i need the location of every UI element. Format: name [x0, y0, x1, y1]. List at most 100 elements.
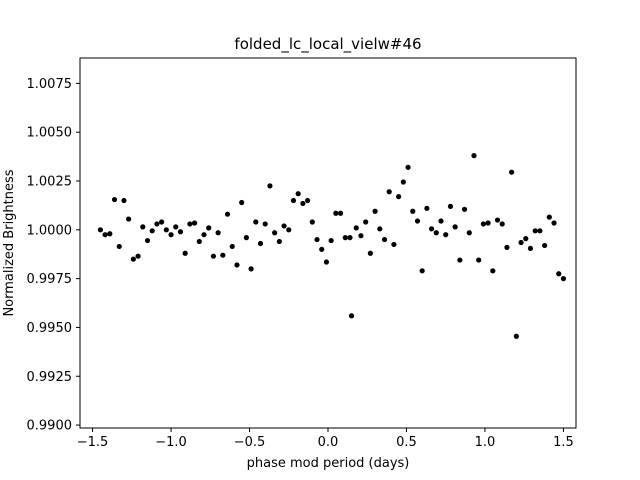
data-point — [257, 240, 264, 247]
data-point — [286, 227, 292, 233]
y-tick-label: 1.0050 — [27, 126, 73, 141]
data-point — [229, 243, 235, 250]
data-point — [546, 214, 552, 220]
data-point — [159, 219, 165, 225]
data-point — [348, 313, 355, 319]
y-tick-label: 0.9900 — [27, 419, 73, 434]
data-point — [405, 164, 411, 170]
x-tick-label: 0.0 — [318, 435, 339, 450]
data-point — [372, 208, 378, 214]
x-tick-label: −0.5 — [234, 435, 266, 450]
x-tick-label: −1.0 — [155, 435, 187, 450]
data-point — [187, 221, 193, 227]
data-point — [443, 232, 449, 238]
data-point — [300, 200, 306, 207]
data-point — [281, 223, 287, 229]
data-point — [97, 227, 104, 233]
data-point — [243, 235, 249, 241]
data-point — [276, 238, 282, 245]
y-axis: 0.9900 0.9925 0.9950 0.9975 1.0000 1.0025 1.00… — [27, 77, 80, 434]
data-point — [513, 333, 519, 339]
data-point — [154, 221, 160, 227]
data-point — [267, 183, 273, 189]
chart-title: folded_lc_local_vielw#46 — [234, 35, 421, 54]
data-point — [347, 235, 353, 241]
data-point — [116, 243, 122, 250]
points-layer — [97, 153, 567, 339]
data-point — [377, 226, 383, 232]
data-point — [314, 236, 320, 243]
data-point — [196, 238, 202, 245]
data-point — [130, 256, 136, 262]
x-axis: −1.5 −1.0 −0.5 0.0 0.5 1.0 1.5 — [77, 428, 574, 450]
data-point — [239, 199, 245, 206]
data-point — [262, 221, 268, 227]
plot-background — [80, 58, 576, 428]
data-point — [342, 235, 348, 241]
data-point — [499, 221, 505, 227]
data-point — [182, 250, 188, 256]
data-point — [149, 228, 155, 234]
data-point — [201, 232, 207, 238]
data-point — [358, 233, 364, 239]
data-point — [551, 220, 557, 226]
y-tick-label: 1.0025 — [27, 175, 73, 190]
data-point — [400, 179, 406, 185]
data-point — [224, 211, 231, 217]
y-tick-label: 0.9950 — [27, 321, 73, 336]
data-point — [126, 216, 132, 222]
data-point — [461, 206, 468, 212]
y-tick-label: 1.0075 — [27, 77, 73, 92]
x-tick-label: 0.5 — [396, 435, 417, 450]
data-point — [163, 227, 169, 233]
data-point — [509, 169, 515, 175]
data-point — [337, 210, 344, 216]
data-point — [381, 236, 388, 243]
data-point — [173, 224, 179, 230]
x-tick-label: −1.5 — [77, 435, 109, 450]
data-point — [290, 197, 297, 204]
y-tick-label: 1.0000 — [27, 223, 73, 238]
data-point — [428, 226, 435, 232]
x-tick-label: 1.5 — [553, 435, 574, 450]
data-point — [518, 239, 524, 246]
data-point — [253, 219, 259, 225]
y-axis-label: Normalized Brightness — [2, 169, 17, 316]
data-point — [424, 205, 430, 211]
data-point — [542, 242, 548, 249]
data-point — [248, 266, 254, 272]
data-point — [447, 203, 454, 209]
y-tick-label: 0.9925 — [27, 370, 73, 385]
data-point — [480, 221, 486, 227]
y-tick-label: 0.9975 — [27, 272, 73, 287]
data-point — [532, 228, 538, 234]
data-point — [234, 262, 240, 268]
data-point — [102, 232, 108, 238]
data-point — [537, 228, 543, 234]
data-point — [323, 259, 330, 265]
data-point — [191, 220, 198, 226]
data-point — [367, 250, 373, 256]
data-point — [304, 197, 311, 204]
data-point — [410, 208, 416, 214]
data-point — [490, 268, 496, 274]
data-point — [396, 194, 402, 200]
data-point — [419, 268, 425, 274]
plot-area — [79, 57, 577, 429]
data-point — [215, 230, 221, 236]
data-point — [206, 225, 212, 231]
data-point — [107, 231, 113, 237]
data-point — [471, 153, 477, 159]
data-point — [140, 224, 146, 230]
data-point — [457, 257, 463, 263]
data-point — [452, 224, 458, 230]
data-point — [111, 196, 118, 203]
data-point — [386, 189, 392, 195]
data-point — [210, 253, 217, 259]
data-point — [466, 230, 472, 236]
x-tick-label: 1.0 — [475, 435, 496, 450]
data-point — [504, 244, 510, 250]
data-point — [309, 219, 315, 225]
data-point — [556, 271, 562, 277]
